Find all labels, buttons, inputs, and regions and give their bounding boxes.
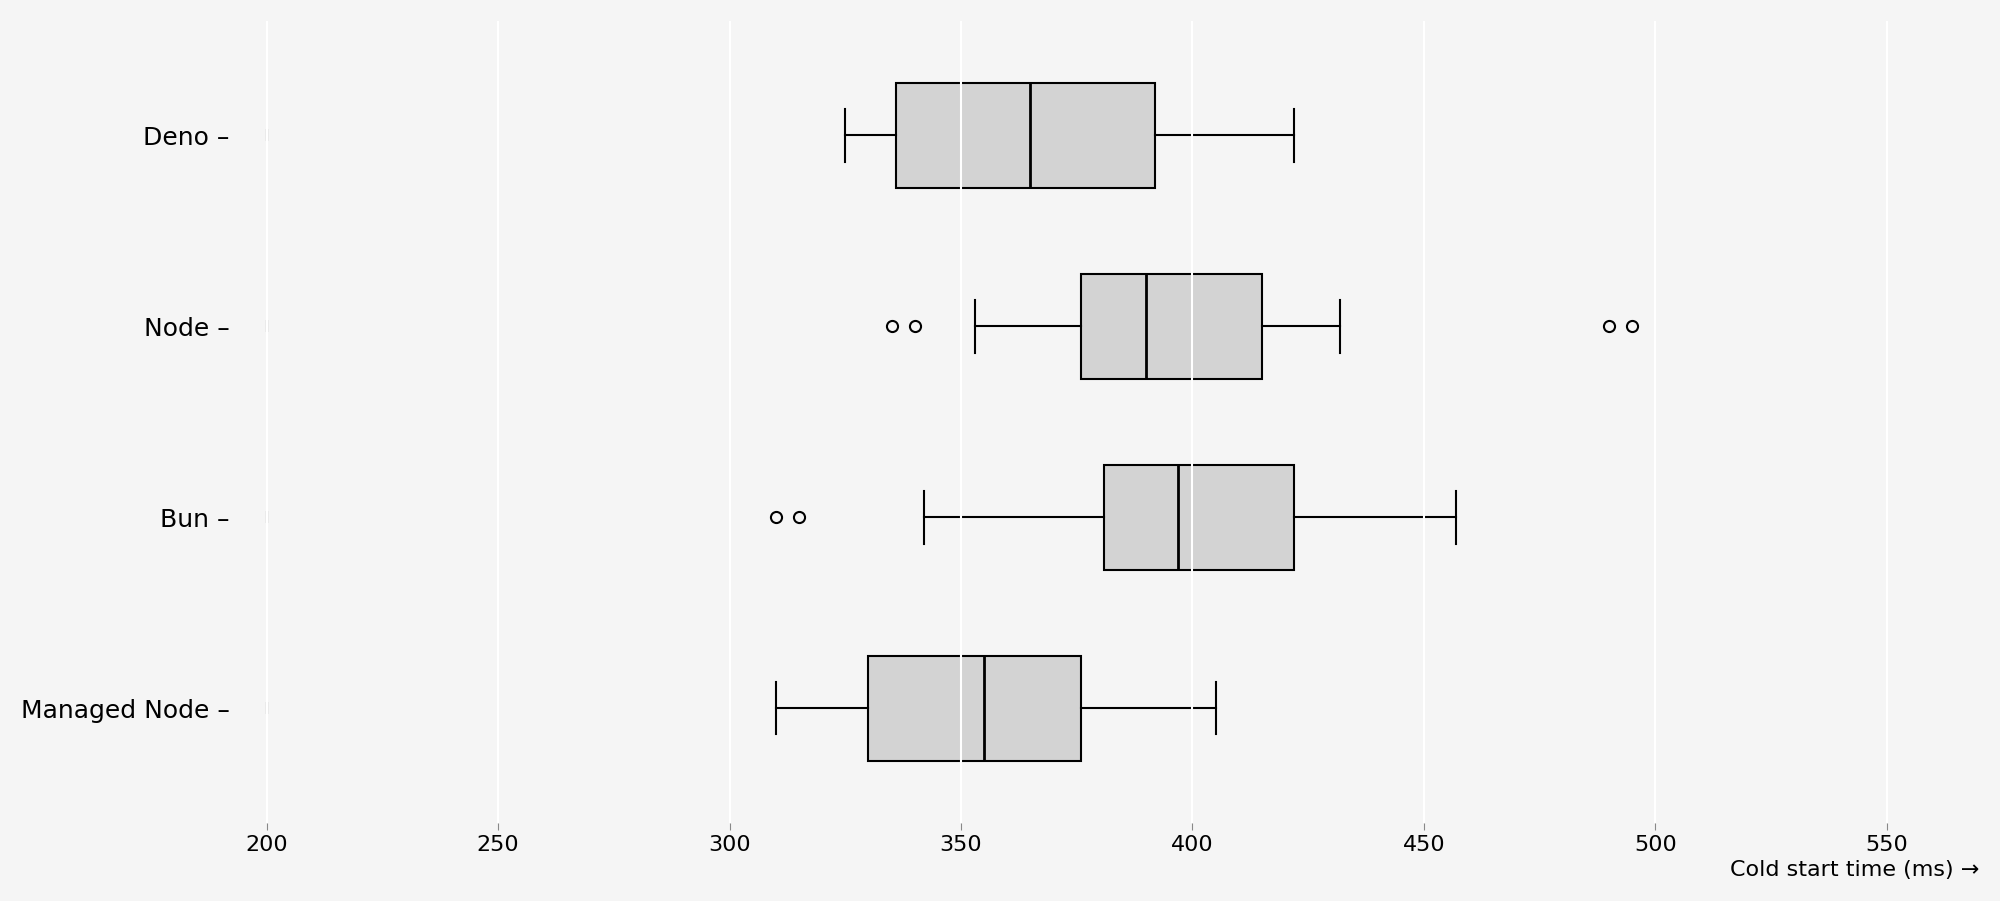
- PathPatch shape: [896, 83, 1156, 188]
- PathPatch shape: [868, 656, 1082, 760]
- PathPatch shape: [1104, 465, 1294, 569]
- X-axis label: Cold start time (ms) →: Cold start time (ms) →: [1730, 860, 1980, 880]
- PathPatch shape: [1082, 274, 1262, 378]
